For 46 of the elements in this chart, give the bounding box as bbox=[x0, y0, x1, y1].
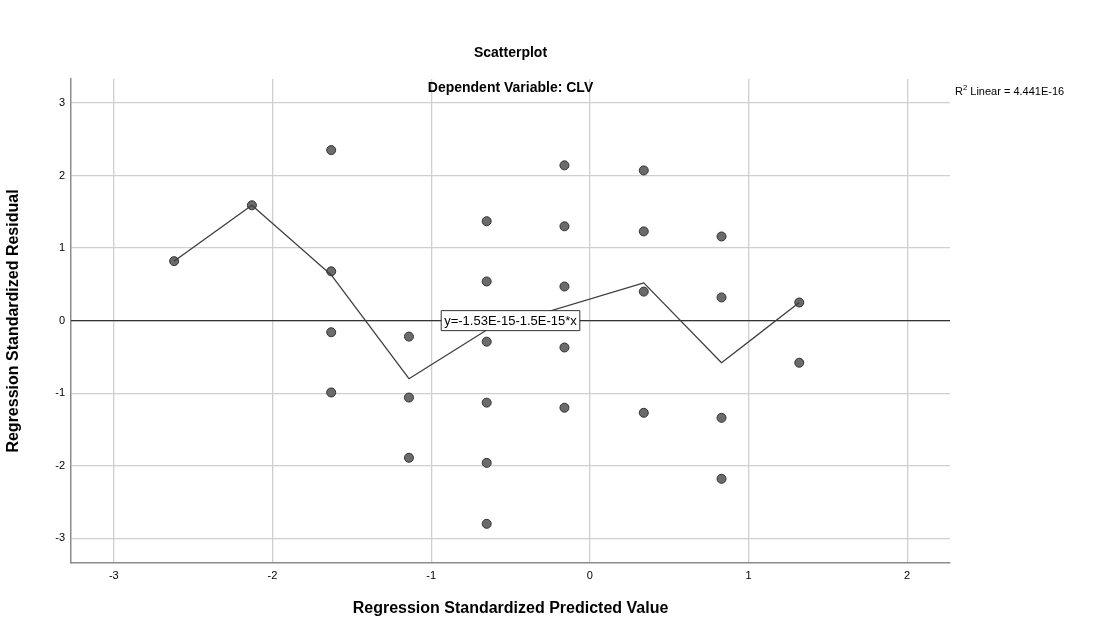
point bbox=[169, 256, 180, 267]
point bbox=[559, 160, 570, 171]
point bbox=[794, 357, 805, 368]
point bbox=[326, 387, 337, 398]
point bbox=[481, 397, 492, 408]
point bbox=[716, 231, 727, 242]
point bbox=[559, 281, 570, 292]
y-tick-label: 0 bbox=[58, 313, 65, 326]
point bbox=[638, 286, 649, 297]
y-tick-label: 2 bbox=[58, 168, 65, 181]
y-tick-label: 3 bbox=[58, 95, 65, 108]
point bbox=[638, 226, 649, 237]
y-axis-title: Regression Standardized Residual bbox=[4, 189, 22, 453]
point bbox=[559, 402, 570, 413]
point bbox=[638, 165, 649, 176]
point bbox=[716, 412, 727, 423]
point bbox=[403, 392, 414, 403]
x-tick-label: -3 bbox=[108, 568, 119, 581]
y-tick-label: -1 bbox=[55, 386, 65, 399]
annotation: y=-1.53E-15-1.5E-15*x bbox=[444, 313, 578, 329]
x-tick-label: -2 bbox=[267, 568, 278, 581]
point bbox=[559, 342, 570, 353]
point bbox=[326, 145, 337, 156]
point bbox=[638, 407, 649, 418]
point bbox=[403, 452, 414, 463]
point bbox=[559, 221, 570, 232]
point bbox=[716, 473, 727, 484]
x-tick-label: 1 bbox=[745, 568, 752, 581]
point bbox=[481, 336, 492, 347]
point bbox=[481, 276, 492, 287]
y-tick-label: -3 bbox=[55, 531, 65, 544]
x-tick-label: 2 bbox=[904, 568, 911, 581]
point bbox=[716, 292, 727, 303]
chart-title: Scatterplot bbox=[473, 43, 548, 60]
chart-subtitle: Dependent Variable: CLV bbox=[427, 78, 594, 95]
y-tick-label: 1 bbox=[58, 241, 65, 254]
point bbox=[326, 327, 337, 338]
x-axis-title: Regression Standardized Predicted Value bbox=[352, 598, 669, 616]
x-tick-label: 0 bbox=[586, 568, 593, 581]
point bbox=[403, 331, 414, 342]
y-tick-label: -2 bbox=[55, 458, 65, 471]
point bbox=[481, 216, 492, 227]
x-tick-label: -1 bbox=[426, 568, 437, 581]
point bbox=[481, 457, 492, 468]
point bbox=[481, 518, 492, 529]
point bbox=[794, 297, 805, 308]
